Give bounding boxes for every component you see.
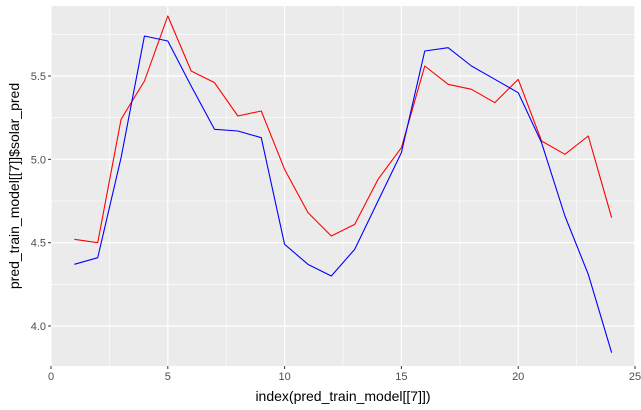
y-axis-title: pred_train_model[[7]]$solar_pred bbox=[6, 83, 22, 289]
x-tick-label: 0 bbox=[48, 371, 54, 383]
x-tick-label: 5 bbox=[165, 371, 171, 383]
x-axis-title: index(pred_train_model[[7]]) bbox=[255, 388, 430, 404]
y-axis: 4.0 4.5 5.0 5.5 bbox=[31, 71, 51, 333]
series-line-2 bbox=[74, 35, 613, 353]
series-layer bbox=[74, 15, 613, 353]
x-axis: 0 5 10 15 20 25 bbox=[48, 366, 641, 383]
series-line-1 bbox=[74, 15, 613, 244]
minor-gridlines bbox=[51, 6, 635, 366]
y-tick-label: 4.5 bbox=[31, 238, 46, 250]
major-gridlines bbox=[50, 6, 636, 366]
x-tick-label: 10 bbox=[278, 371, 290, 383]
y-tick-label: 5.0 bbox=[31, 154, 46, 166]
x-tick-label: 25 bbox=[629, 371, 641, 383]
x-tick-label: 15 bbox=[395, 371, 407, 383]
x-tick-label: 20 bbox=[512, 371, 524, 383]
y-tick-label: 5.5 bbox=[31, 71, 46, 83]
y-tick-label: 4.0 bbox=[31, 321, 46, 333]
